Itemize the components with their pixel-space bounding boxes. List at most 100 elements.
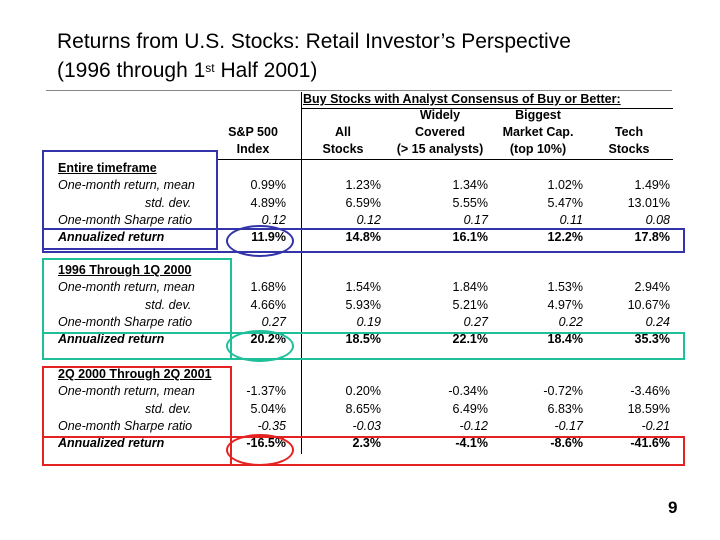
row-label: One-month Sharpe ratio: [58, 212, 193, 227]
annualized-return-label: Annualized return: [58, 332, 165, 347]
table-cell-value: 22.1%: [452, 332, 488, 347]
table-cell-value: 1.34%: [452, 178, 488, 193]
table-cell-value: 0.27: [261, 314, 286, 329]
column-header-line: Covered: [414, 125, 466, 139]
table-cell-value: -1.37%: [246, 384, 286, 399]
table-cell-value: -0.17: [554, 418, 584, 433]
table-cell-value: 12.2%: [547, 230, 583, 245]
page-number: 9: [668, 498, 678, 517]
highlight-oval: [226, 330, 294, 362]
table-cell-value: 0.11: [559, 212, 583, 227]
column-header-line: Biggest: [515, 108, 561, 122]
table-cell-value: 0.27: [463, 314, 488, 329]
highlight-oval: [226, 225, 294, 257]
table-cell-value: 18.4%: [547, 332, 583, 347]
row-label: One-month return, mean: [58, 280, 195, 295]
table-cell-value: 6.59%: [345, 195, 381, 210]
row-label: std. dev.: [145, 195, 192, 210]
table-cell-value: -0.34%: [448, 384, 488, 399]
table-cell-value: 0.24: [645, 314, 670, 329]
table-cell-value: 6.83%: [547, 401, 583, 416]
column-header-line: Stocks: [322, 142, 364, 156]
column-header-line: (> 15 analysts): [396, 142, 484, 156]
table-cell-value: 18.5%: [345, 332, 381, 347]
table-cell-value: -0.03: [352, 418, 382, 433]
table-cell-value: 0.12: [356, 212, 381, 227]
column-header-line: All: [335, 125, 351, 139]
table-cell-value: 0.08: [645, 212, 670, 227]
section-title: 2Q 2000 Through 2Q 2001: [58, 367, 212, 381]
table-cell-value: 18.59%: [627, 401, 670, 416]
section-box-1996-annual: [42, 332, 685, 360]
table-cell-value: 4.97%: [547, 297, 583, 312]
table-cell-value: 4.89%: [250, 195, 286, 210]
table-cell-value: 1.54%: [345, 280, 381, 295]
group-header: Buy Stocks with Analyst Consensus of Buy…: [303, 92, 621, 106]
row-label: One-month Sharpe ratio: [58, 418, 193, 433]
column-header-line: Stocks: [608, 142, 650, 156]
table-cell-value: 1.02%: [547, 178, 583, 193]
table-cell-value: -0.21: [641, 418, 671, 433]
table-cell-value: 2.94%: [634, 280, 670, 295]
section-title: 1996 Through 1Q 2000: [58, 263, 192, 277]
table-cell-value: 2.3%: [352, 436, 382, 451]
section-box-entire-annual: [42, 228, 685, 253]
table-cell-value: 0.22: [558, 314, 583, 329]
section-title: Entire timeframe: [58, 161, 157, 175]
column-header-line: Tech: [614, 125, 644, 139]
column-header-line: Market Cap.: [502, 125, 574, 139]
table-cell-value: 0.99%: [250, 178, 286, 193]
annualized-return-label: Annualized return: [58, 230, 165, 245]
row-label: std. dev.: [145, 401, 192, 416]
title-line-1: Returns from U.S. Stocks: Retail Investo…: [57, 30, 571, 53]
column-header-line: (top 10%): [509, 142, 567, 156]
table-cell-value: 10.67%: [627, 297, 670, 312]
table-cell-value: 35.3%: [634, 332, 670, 347]
table-cell-value: 16.1%: [452, 230, 488, 245]
section-box-entire-label: [42, 150, 218, 250]
table-cell-value: 14.8%: [345, 230, 381, 245]
table-cell-value: 1.23%: [345, 178, 381, 193]
table-cell-value: 4.66%: [250, 297, 286, 312]
table-cell-value: 5.47%: [547, 195, 583, 210]
table-cell-value: 5.93%: [345, 297, 381, 312]
table-cell-value: 0.17: [463, 212, 488, 227]
title-line-2: (1996 through 1st Half 2001): [57, 56, 697, 85]
row-label: One-month return, mean: [58, 178, 195, 193]
table-cell-value: 13.01%: [627, 195, 670, 210]
column-header-line: S&P 500: [228, 125, 278, 139]
column-header-underline: [217, 159, 673, 160]
table-cell-value: 17.8%: [634, 230, 670, 245]
title-divider: [46, 90, 672, 91]
column-header-line: Widely: [419, 108, 461, 122]
row-label: One-month return, mean: [58, 384, 195, 399]
table-cell-value: 5.21%: [452, 297, 488, 312]
table-cell-value: 1.84%: [452, 280, 488, 295]
table-cell-value: 0.19: [356, 314, 381, 329]
table-cell-value: 0.20%: [345, 384, 381, 399]
slide-title: Returns from U.S. Stocks: Retail Investo…: [57, 27, 697, 85]
table-cell-value: -0.72%: [543, 384, 583, 399]
table-cell-value: 1.53%: [547, 280, 583, 295]
table-cell-value: -8.6%: [550, 436, 583, 451]
table-cell-value: 5.04%: [250, 401, 286, 416]
column-header-line: Index: [236, 142, 270, 156]
group-header-underline: [301, 108, 673, 109]
table-cell-value: -0.12: [459, 418, 489, 433]
annualized-return-label: Annualized return: [58, 436, 165, 451]
title-line-2-post: Half 2001): [214, 59, 318, 82]
row-label: One-month Sharpe ratio: [58, 314, 193, 329]
table-cell-value: 5.55%: [452, 195, 488, 210]
table-cell-value: 1.68%: [250, 280, 286, 295]
table-cell-value: 8.65%: [345, 401, 381, 416]
table-cell-value: 0.12: [261, 212, 286, 227]
highlight-oval: [226, 434, 294, 466]
table-cell-value: -4.1%: [455, 436, 488, 451]
table-cell-value: 1.49%: [634, 178, 670, 193]
table-vertical-divider: [301, 92, 302, 454]
section-box-2000-annual: [42, 436, 685, 466]
title-line-2-sup: st: [205, 61, 215, 75]
table-cell-value: -41.6%: [630, 436, 670, 451]
title-line-2-pre: (1996 through 1: [57, 59, 206, 82]
